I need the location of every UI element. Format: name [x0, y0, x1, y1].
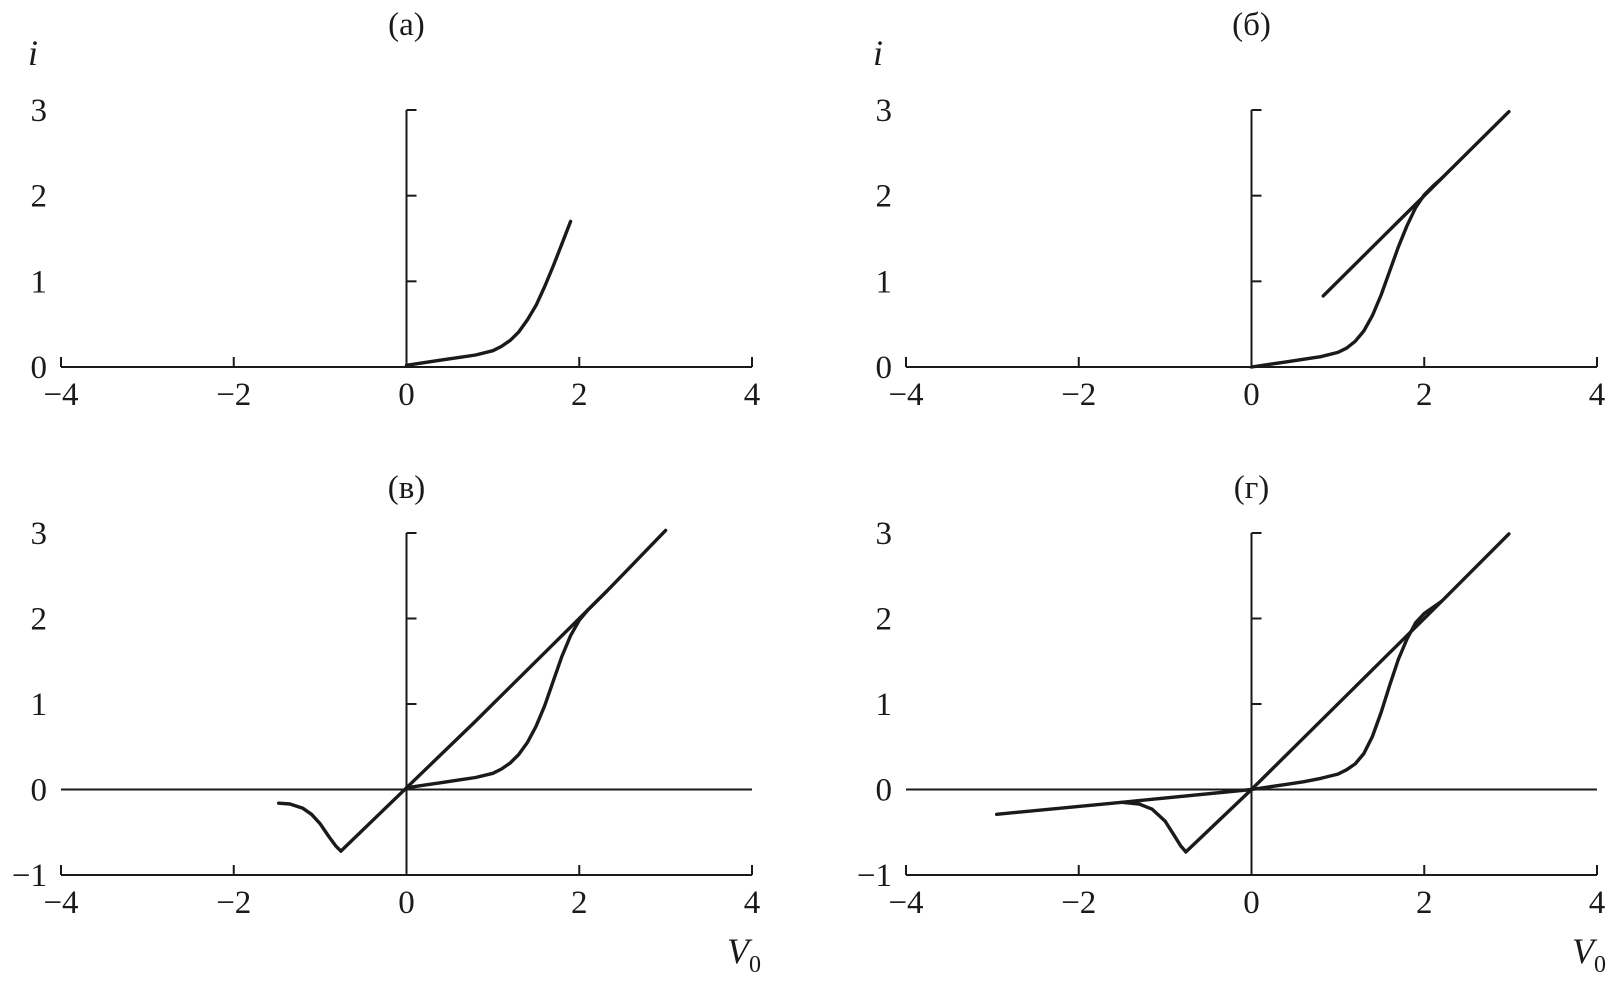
y-tick-label: 2 [876, 602, 893, 638]
y-axis-label: i [873, 33, 883, 73]
y-tick-label: 1 [876, 264, 893, 300]
x-tick-label: −4 [888, 377, 923, 413]
x-tick-label: 4 [744, 377, 761, 413]
y-tick-label: 0 [31, 350, 48, 386]
x-tick-label: −2 [1061, 377, 1096, 413]
series-1-line [277, 801, 343, 853]
x-tick-label: −4 [43, 377, 78, 413]
x-tick-label: −2 [1061, 885, 1096, 921]
x-axis-label: V0 [1572, 931, 1606, 978]
y-tick-label: 0 [876, 773, 893, 809]
series-3-line [404, 589, 609, 790]
y-tick-label: 1 [31, 264, 48, 300]
y-tick-label: 2 [31, 602, 48, 638]
y-axis-label: i [28, 33, 38, 73]
series-3-line [1184, 532, 1511, 854]
x-tick-label: 0 [1243, 377, 1260, 413]
series-1-line [404, 219, 573, 367]
x-tick-label: 0 [1243, 885, 1260, 921]
y-tick-label: 3 [31, 93, 48, 129]
x-tick-label: 4 [744, 885, 761, 921]
y-tick-label: 3 [876, 93, 893, 129]
x-tick-label: 2 [1416, 885, 1433, 921]
y-tick-label: 1 [876, 687, 893, 723]
panel-label: (а) [388, 7, 425, 43]
x-tick-label: −4 [43, 885, 78, 921]
y-tick-label: −1 [857, 858, 892, 894]
y-tick-label: 1 [31, 687, 48, 723]
x-tick-label: −2 [216, 885, 251, 921]
y-tick-label: 0 [31, 773, 48, 809]
y-tick-label: 0 [876, 350, 893, 386]
x-tick-label: −4 [888, 885, 923, 921]
panel-label: (г) [1234, 470, 1270, 506]
series-2-line [1321, 109, 1511, 298]
x-tick-label: 0 [398, 377, 415, 413]
series-1-line [1249, 176, 1444, 369]
y-tick-label: 3 [31, 516, 48, 552]
panel-1: −4 −2 0 2 4 0 1 2 3 (а) i [28, 7, 760, 413]
x-tick-label: 4 [1589, 377, 1606, 413]
y-tick-label: −1 [12, 858, 47, 894]
panel-4: −4 −2 0 2 4 −1 0 1 2 3 (г) V0 [857, 470, 1606, 978]
x-tick-label: 2 [571, 885, 588, 921]
panel-2: −4 −2 0 2 4 0 1 2 3 (б) i [873, 7, 1605, 413]
series-4-line [1249, 599, 1444, 792]
x-tick-label: 2 [1416, 377, 1433, 413]
x-axis-label: V0 [727, 931, 761, 978]
panel-3: −4 −2 0 2 4 −1 0 1 2 3 (в) V0 [12, 470, 761, 978]
panel-label: (б) [1232, 7, 1271, 43]
x-tick-label: 2 [571, 377, 588, 413]
y-tick-label: 2 [876, 179, 893, 215]
y-tick-label: 3 [876, 516, 893, 552]
x-tick-label: −2 [216, 377, 251, 413]
series-2-line [339, 528, 668, 853]
series-2-line [1120, 800, 1188, 854]
panel-label: (в) [388, 470, 426, 506]
x-tick-label: 4 [1589, 885, 1606, 921]
x-tick-label: 0 [398, 885, 415, 921]
y-tick-label: 2 [31, 179, 48, 215]
